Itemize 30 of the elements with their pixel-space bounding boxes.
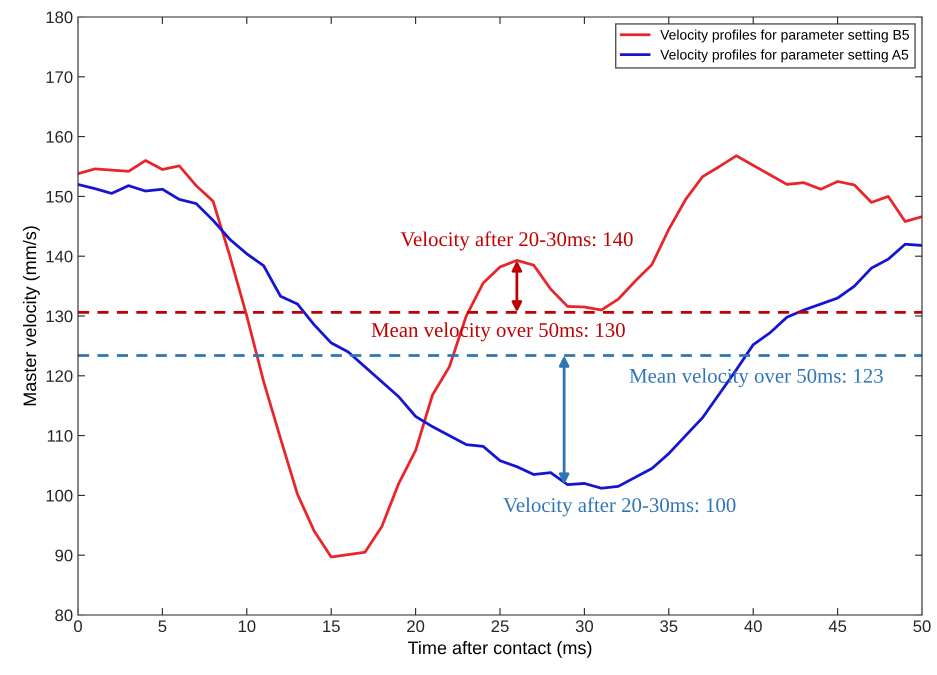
x-tick-label: 5 <box>158 620 166 632</box>
x-tick-label: 50 <box>913 620 931 632</box>
x-tick-label: 35 <box>660 620 678 632</box>
annotation: Velocity after 20-30ms: 100 <box>503 497 736 516</box>
y-tick-label: 130 <box>46 310 72 322</box>
y-tick-label: 120 <box>46 370 72 382</box>
legend-label: Velocity profiles for parameter setting B5 <box>660 30 909 42</box>
y-tick-label: 140 <box>46 250 72 262</box>
y-tick-label: 150 <box>46 190 72 203</box>
y-tick-label: 160 <box>46 131 72 143</box>
annotation: Velocity after 20-30ms: 140 <box>400 231 633 251</box>
x-tick-label: 20 <box>407 620 424 632</box>
x-tick-label: 0 <box>74 620 82 632</box>
x-tick-label: 25 <box>492 620 509 632</box>
line-series <box>78 154 922 558</box>
y-tick-label: 110 <box>48 430 72 442</box>
x-axis-title: Time after contact (ms) <box>408 640 592 658</box>
y-tick-label: 180 <box>46 11 72 24</box>
y-tick-label: 100 <box>46 490 72 502</box>
line-series <box>78 183 922 490</box>
y-tick-label: 90 <box>55 550 72 562</box>
y-tick-label: 170 <box>46 71 72 84</box>
x-tick-label: 15 <box>323 620 340 632</box>
y-axis-title: Master velocity (mm/s) <box>22 226 40 406</box>
x-tick-label: 10 <box>238 620 256 632</box>
x-tick-label: 45 <box>828 620 846 632</box>
x-tick-label: 30 <box>576 620 594 632</box>
y-tick-label: 80 <box>55 609 72 622</box>
legend-label: Velocity profiles for parameter setting A5 <box>660 49 908 62</box>
x-tick-label: 40 <box>744 620 762 632</box>
